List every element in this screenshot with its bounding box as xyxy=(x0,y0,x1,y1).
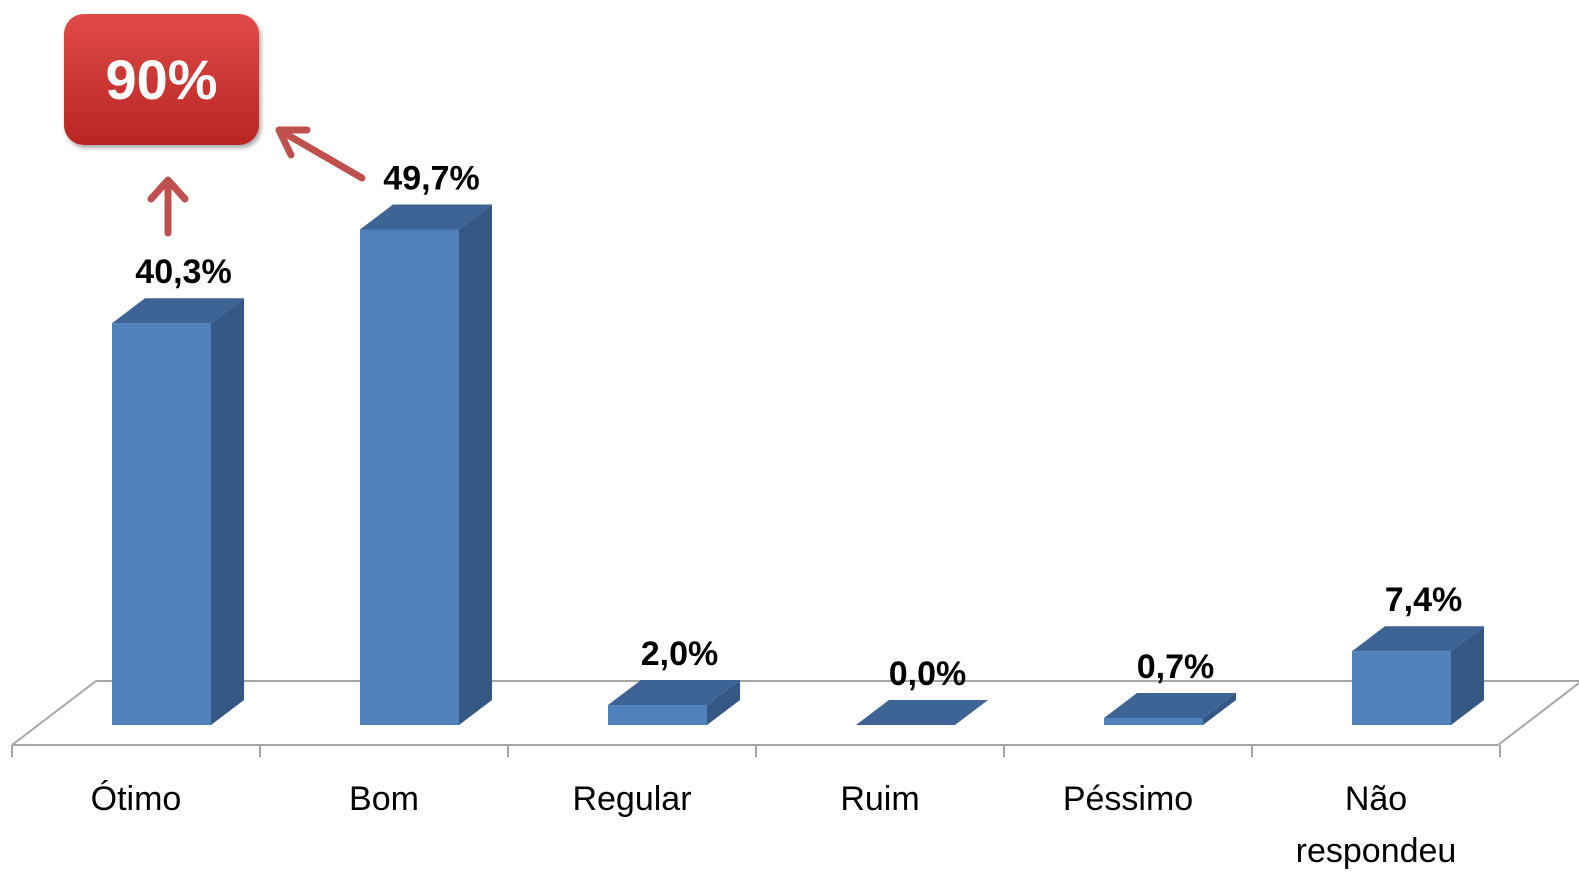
category-label: Ruim xyxy=(840,780,919,818)
data-labels: 40,3% 49,7% 2,0% 0,0% 0,7% 7,4% xyxy=(135,159,1462,693)
bar xyxy=(112,298,244,725)
bars xyxy=(112,204,1484,726)
total-callout-box: 90% xyxy=(64,14,259,145)
category-label: Não respondeu xyxy=(1296,780,1457,870)
bar xyxy=(1104,693,1236,725)
bar xyxy=(856,700,988,725)
category-label: Péssimo xyxy=(1063,780,1193,818)
data-label: 49,7% xyxy=(383,159,479,197)
arrow-diagonal-icon xyxy=(275,126,366,182)
data-label: 2,0% xyxy=(641,635,719,673)
data-label: 40,3% xyxy=(135,253,231,291)
category-label: Ótimo xyxy=(91,780,182,818)
arrow-up-icon xyxy=(147,176,189,237)
chart-floor xyxy=(11,680,1579,746)
callout-arrows xyxy=(147,126,366,237)
bar xyxy=(1352,626,1484,725)
data-label: 7,4% xyxy=(1385,581,1463,619)
bar xyxy=(360,204,492,726)
category-labels: Ótimo Bom Regular Ruim Péssimo Não respondeu xyxy=(91,780,1457,870)
data-label: 0,0% xyxy=(889,655,967,693)
category-label: Regular xyxy=(572,780,691,818)
x-axis-ticks xyxy=(11,745,1501,757)
data-label: 0,7% xyxy=(1137,648,1215,686)
category-label: Bom xyxy=(349,780,419,818)
bar xyxy=(608,680,740,725)
